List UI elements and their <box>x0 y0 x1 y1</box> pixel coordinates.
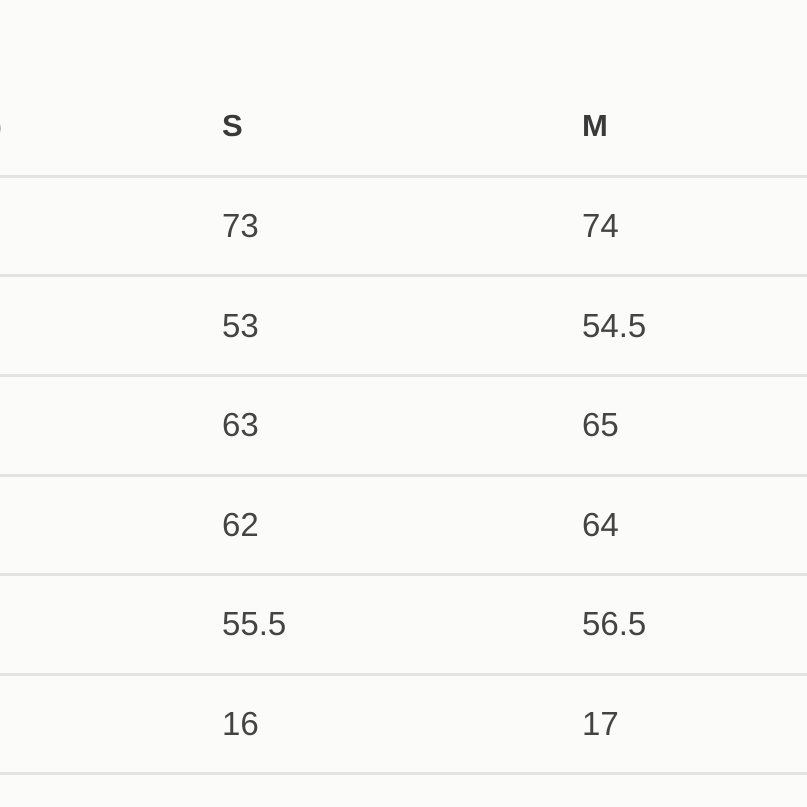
cell-s: 62 <box>222 506 259 543</box>
cell-m: 64 <box>582 506 619 543</box>
row-divider <box>0 374 807 377</box>
cell-s: 53 <box>222 307 259 344</box>
row-divider <box>0 274 807 277</box>
cell-m: 56.5 <box>582 605 647 642</box>
cell-s: 63 <box>222 406 259 443</box>
row-divider <box>0 474 807 477</box>
cell-m: 17 <box>582 705 619 742</box>
header-first-column-partial: ) <box>0 106 2 146</box>
cell-m: 54.5 <box>582 307 647 344</box>
row-divider <box>0 175 807 178</box>
cell-s: 73 <box>222 207 259 244</box>
cell-m: 65 <box>582 406 619 443</box>
row-divider <box>0 573 807 576</box>
row-divider <box>0 772 807 775</box>
cell-s: 16 <box>222 705 259 742</box>
cell-m: 74 <box>582 207 619 244</box>
header-size-s: S <box>222 108 243 143</box>
row-divider <box>0 673 807 676</box>
cell-s: 55.5 <box>222 605 287 642</box>
header-size-m: M <box>582 108 608 143</box>
